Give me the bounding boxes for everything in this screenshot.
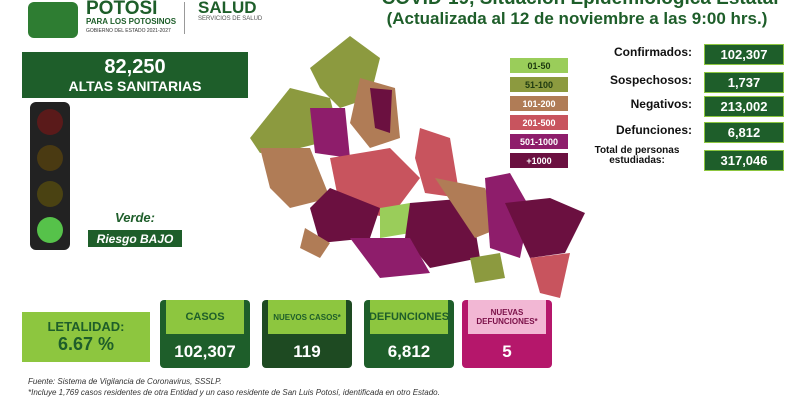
footnote: Fuente: Sistema de Vigilancia de Coronav… bbox=[28, 377, 222, 386]
stat-label: Defunciones: bbox=[615, 123, 692, 137]
stat-value: 213,002 bbox=[704, 96, 784, 117]
card-label: NUEVOS CASOS* bbox=[268, 300, 346, 334]
stat-label: Sospechosos: bbox=[609, 73, 692, 87]
card-value: 102,307 bbox=[174, 342, 236, 361]
divider bbox=[184, 2, 185, 34]
logo-motto: PARA LOS POTOSINOS bbox=[86, 17, 177, 26]
legend-item: +1000 bbox=[510, 153, 568, 168]
stat-label: Negativos: bbox=[630, 97, 692, 111]
traffic-light bbox=[30, 102, 70, 250]
lethality-box: LETALIDAD: 6.67 % bbox=[22, 312, 150, 362]
card: NUEVAS DEFUNCIONES* 5 bbox=[462, 300, 552, 368]
light-status: Verde: bbox=[115, 210, 155, 225]
stat-label: Total de personas estudiadas: bbox=[594, 145, 680, 166]
legend-item: 501-1000 bbox=[510, 134, 568, 149]
stat-value: 1,737 bbox=[704, 72, 784, 93]
logo-icon bbox=[28, 2, 78, 38]
stat-value: 6,812 bbox=[704, 122, 784, 143]
recovered-value: 82,250 bbox=[104, 56, 166, 78]
health-sub: SERVICIOS DE SALUD bbox=[198, 16, 263, 22]
map bbox=[250, 36, 585, 298]
subtitle: (Actualizada al 12 de noviembre a las 9:… bbox=[386, 9, 768, 28]
legend-item: 51-100 bbox=[510, 77, 568, 92]
recovered-label: ALTAS SANITARIAS bbox=[68, 78, 202, 94]
stat-value: 102,307 bbox=[704, 44, 784, 65]
legend-item: 101-200 bbox=[510, 96, 568, 111]
card-label: NUEVAS DEFUNCIONES* bbox=[468, 300, 546, 334]
lethality-label: LETALIDAD: bbox=[47, 319, 125, 334]
card: DEFUNCIONES 6,812 bbox=[364, 300, 454, 368]
card-label: CASOS bbox=[166, 300, 244, 334]
stat-label: Confirmados: bbox=[614, 45, 692, 59]
card: NUEVOS CASOS* 119 bbox=[262, 300, 352, 368]
card: CASOS 102,307 bbox=[160, 300, 250, 368]
logo-government: GOBIERNO DEL ESTADO 2021-2027 bbox=[86, 28, 171, 34]
logo-name: POTOSÍ bbox=[86, 0, 158, 19]
title: COVID-19, Situación Epidemiológica Estat… bbox=[370, 0, 790, 10]
stat-value: 317,046 bbox=[704, 150, 784, 171]
card-value: 119 bbox=[293, 342, 321, 361]
legend-item: 01-50 bbox=[510, 58, 568, 73]
card-value: 6,812 bbox=[387, 342, 431, 361]
card-value: 5 bbox=[502, 342, 512, 361]
legend-item: 201-500 bbox=[510, 115, 568, 130]
recovered-box: 82,250 ALTAS SANITARIAS bbox=[22, 52, 248, 98]
footnote: *Incluye 1,769 casos residentes de otra … bbox=[28, 388, 440, 397]
lethality-value: 6.67 % bbox=[57, 334, 115, 354]
card-label: DEFUNCIONES bbox=[369, 300, 449, 334]
health-name: SALUD bbox=[198, 0, 257, 17]
light-risk: Riesgo BAJO bbox=[88, 230, 182, 247]
